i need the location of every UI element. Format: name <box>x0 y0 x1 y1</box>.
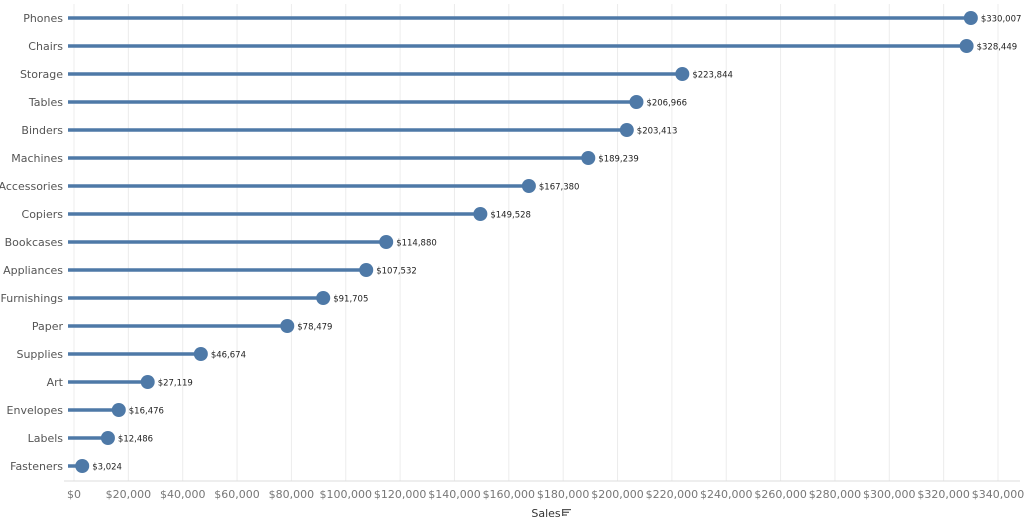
lollipop-dot[interactable] <box>521 179 536 193</box>
value-label: $27,119 <box>158 379 193 389</box>
x-tick-label: $100,000 <box>320 488 373 501</box>
lollipop-dot[interactable] <box>111 403 126 417</box>
lollipop-dot[interactable] <box>619 123 634 137</box>
lollipop-dot[interactable] <box>379 235 394 249</box>
category-label: Art <box>47 376 64 389</box>
x-tick-label: $300,000 <box>863 488 916 501</box>
x-tick-label: $40,000 <box>160 488 206 501</box>
x-tick-label: $120,000 <box>374 488 427 501</box>
lollipop-dot[interactable] <box>963 11 978 25</box>
lollipop-dot[interactable] <box>280 319 295 333</box>
category-label: Bookcases <box>5 236 64 249</box>
category-label: Binders <box>21 124 63 137</box>
value-label: $328,449 <box>977 43 1018 53</box>
value-label: $206,966 <box>646 99 687 109</box>
lollipop-dot[interactable] <box>581 151 596 165</box>
value-label: $330,007 <box>981 15 1022 25</box>
value-label: $107,532 <box>376 267 417 277</box>
x-tick-label: $260,000 <box>754 488 807 501</box>
lollipop-dot[interactable] <box>75 459 90 473</box>
value-label: $167,380 <box>539 183 580 193</box>
sort-icon-bar <box>562 511 569 513</box>
x-tick-label: $220,000 <box>646 488 699 501</box>
x-tick-label: $60,000 <box>214 488 260 501</box>
category-label: Appliances <box>3 264 63 277</box>
sort-icon-bar <box>562 509 571 511</box>
x-tick-label: $80,000 <box>269 488 315 501</box>
value-label: $203,413 <box>637 127 678 137</box>
lollipop-dot[interactable] <box>100 431 115 445</box>
x-tick-label: $200,000 <box>591 488 644 501</box>
category-label: Machines <box>11 152 63 165</box>
grid-lines <box>73 4 999 481</box>
category-label: Accessories <box>0 180 63 193</box>
sort-icon-stem <box>562 509 564 516</box>
x-tick-label: $20,000 <box>106 488 152 501</box>
value-label: $46,674 <box>211 351 246 361</box>
value-label: $12,486 <box>118 435 153 445</box>
x-tick-label: $160,000 <box>483 488 536 501</box>
x-axis-ticks: $0 $20,000 $40,000 $60,000 $80,000 $100,000 $1… <box>67 488 1024 501</box>
category-label: Chairs <box>28 40 63 53</box>
category-label: Storage <box>20 68 63 81</box>
category-labels: Phones Chairs Storage Tables Binders Machines… <box>0 12 64 473</box>
x-tick-label: $0 <box>67 488 81 501</box>
x-tick-label: $140,000 <box>428 488 481 501</box>
x-tick-label: $340,000 <box>972 488 1024 501</box>
lollipop-dot[interactable] <box>359 263 374 277</box>
category-label: Paper <box>32 320 64 333</box>
category-label: Copiers <box>22 208 64 221</box>
lollipop-dot[interactable] <box>675 67 690 81</box>
lollipop-dot[interactable] <box>316 291 331 305</box>
value-label: $16,476 <box>129 407 164 417</box>
value-label: $223,844 <box>692 71 733 81</box>
lollipop-stems <box>68 16 971 468</box>
lollipop-dot[interactable] <box>473 207 488 221</box>
category-label: Tables <box>28 96 63 109</box>
lollipop-dot[interactable] <box>629 95 644 109</box>
value-label: $91,705 <box>333 295 368 305</box>
category-label: Envelopes <box>7 404 64 417</box>
value-label: $78,479 <box>297 323 332 333</box>
x-axis-title-group: Sales <box>531 507 571 520</box>
sort-icon-bar <box>562 514 567 516</box>
category-label: Phones <box>23 12 63 25</box>
category-label: Labels <box>28 432 64 445</box>
x-axis-title: Sales <box>531 507 561 520</box>
lollipop-dot[interactable] <box>193 347 208 361</box>
lollipop-dot[interactable] <box>140 375 155 389</box>
sort-descending-icon[interactable] <box>562 509 571 516</box>
category-label: Furnishings <box>1 292 64 305</box>
category-label: Supplies <box>16 348 63 361</box>
lollipop-dot[interactable] <box>959 39 974 53</box>
x-tick-label: $320,000 <box>917 488 970 501</box>
value-labels: $330,007 $328,449 $223,844 $206,966 $203,413… <box>92 15 1021 473</box>
value-label: $149,528 <box>490 211 531 221</box>
value-label: $189,239 <box>598 155 639 165</box>
x-tick-label: $240,000 <box>700 488 753 501</box>
x-tick-label: $280,000 <box>809 488 862 501</box>
value-label: $3,024 <box>92 463 122 473</box>
x-tick-label: $180,000 <box>537 488 590 501</box>
lollipop-dots <box>75 11 978 473</box>
value-label: $114,880 <box>396 239 437 249</box>
category-label: Fasteners <box>10 460 63 473</box>
